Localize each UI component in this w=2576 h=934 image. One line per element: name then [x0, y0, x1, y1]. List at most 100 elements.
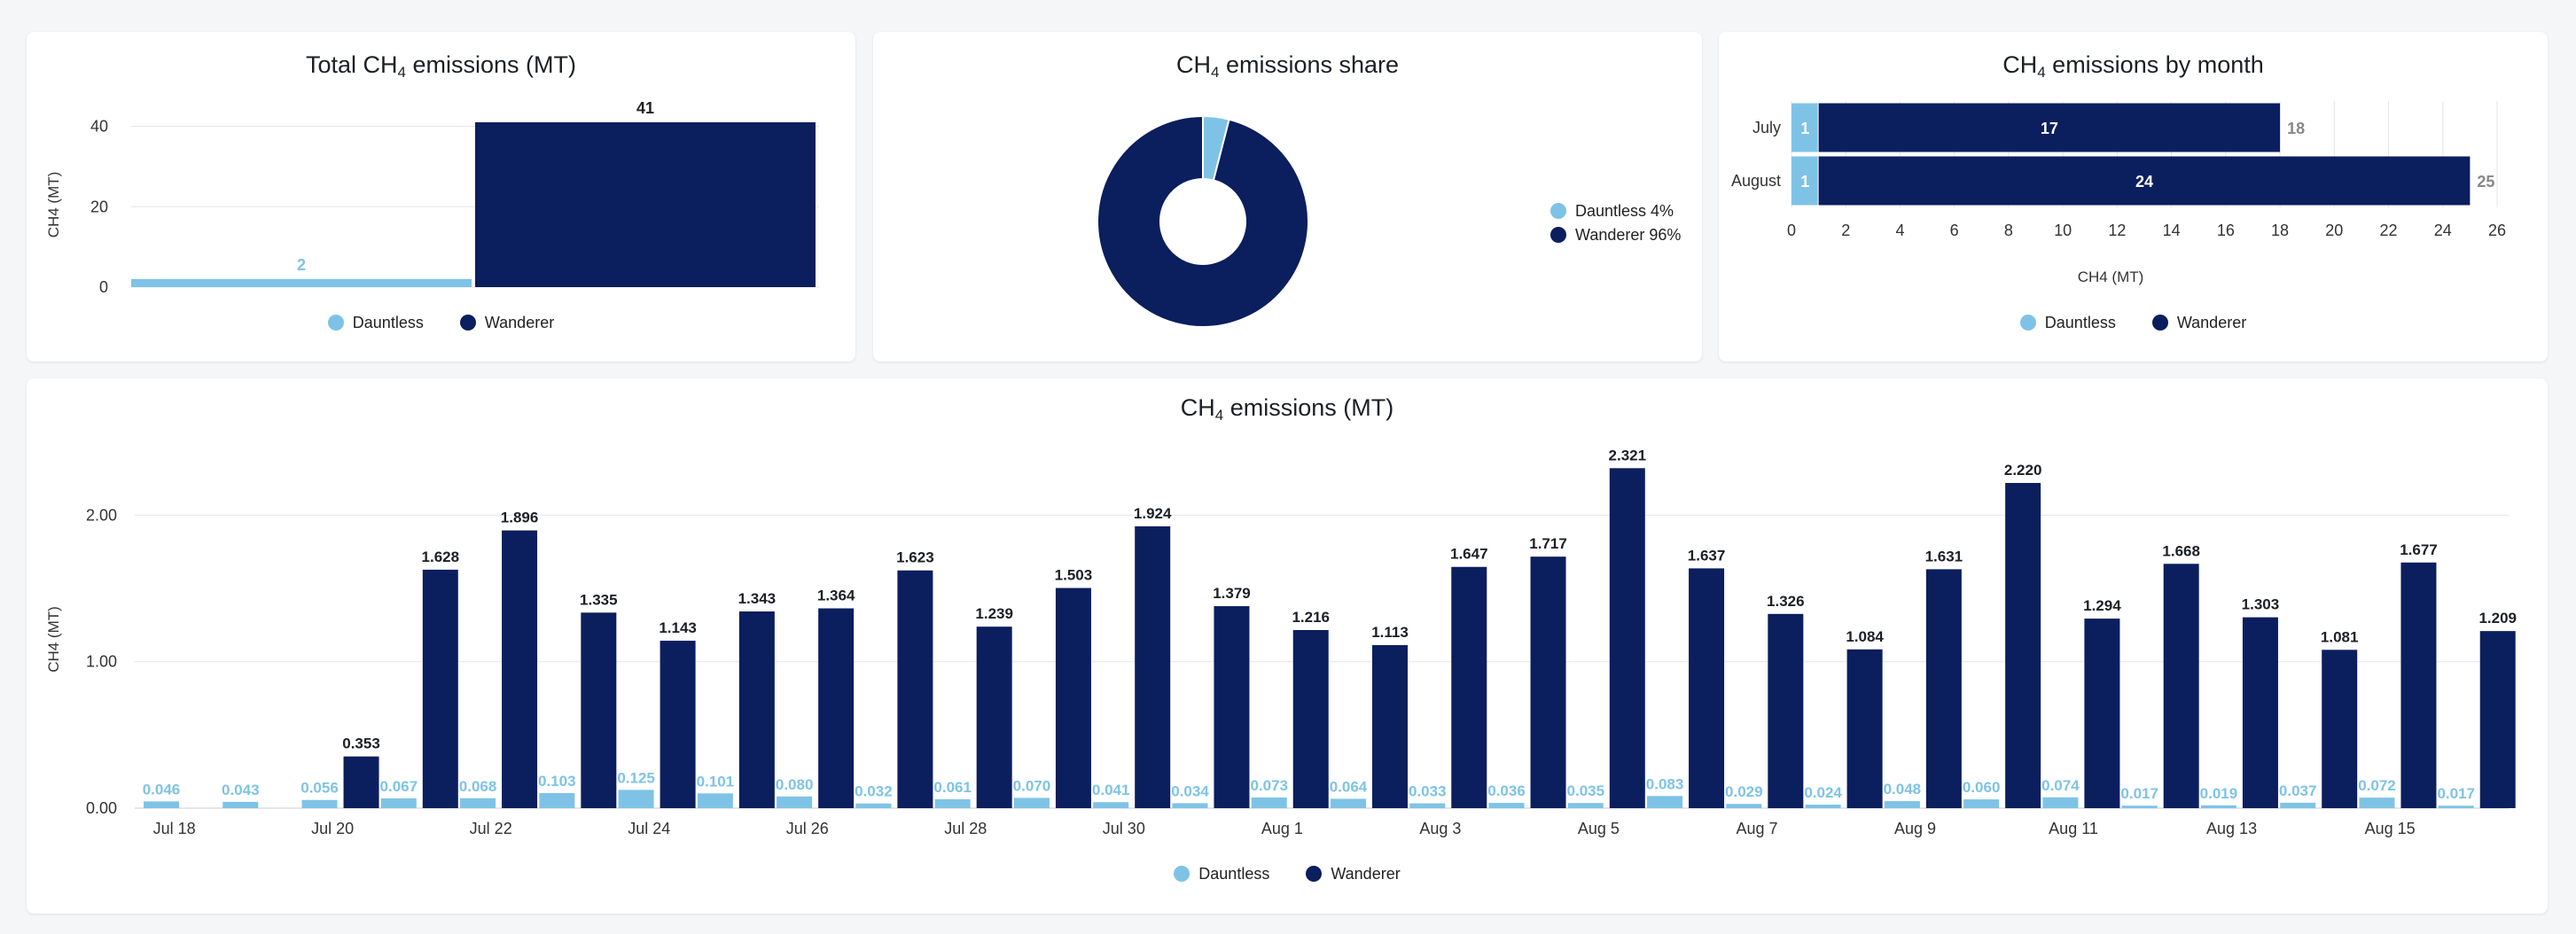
data-label-dauntless: 0.043 — [222, 782, 260, 798]
x-tick-label: Jul 20 — [311, 820, 354, 837]
total-emissions-legend: Dauntless Wanderer — [27, 314, 855, 332]
data-label-wanderer: 1.677 — [2400, 541, 2438, 558]
bar-dauntless — [1409, 803, 1446, 808]
data-label-wanderer: 1.084 — [1846, 628, 1884, 645]
data-label-dauntless: 0.080 — [776, 776, 814, 793]
bar-wanderer — [1609, 468, 1645, 808]
bar-wanderer — [2084, 619, 2120, 808]
category-label: July — [1752, 119, 1781, 136]
bar-dauntless — [1647, 796, 1683, 808]
data-label-dauntless: 0.035 — [1567, 782, 1605, 799]
data-label-wanderer: 1.647 — [1450, 546, 1488, 563]
bar-dauntless — [460, 798, 496, 808]
data-label-wanderer: 1.294 — [2083, 597, 2121, 614]
legend-item-wanderer[interactable]: Wanderer — [1306, 865, 1401, 883]
data-label-dauntless: 0.017 — [2120, 785, 2158, 802]
data-label-dauntless: 0.036 — [1487, 782, 1526, 799]
bar-wanderer — [1372, 645, 1408, 808]
y-tick-label: 0.00 — [86, 799, 117, 817]
data-label-wanderer: 1.668 — [2162, 542, 2200, 559]
data-label-dauntless: 0.041 — [1092, 782, 1130, 798]
bar-wanderer — [976, 627, 1012, 808]
x-tick-label: 26 — [2488, 222, 2506, 239]
data-label-wanderer: 1.343 — [738, 590, 777, 607]
data-label-wanderer: 2.321 — [1609, 447, 1647, 463]
data-label-wanderer: 1.717 — [1529, 535, 1567, 552]
bar-wanderer — [1214, 606, 1250, 808]
x-tick-label: 10 — [2054, 222, 2072, 239]
bar-wanderer — [1818, 103, 2281, 152]
slice-wanderer — [1097, 114, 1309, 328]
legend-item-wanderer[interactable]: Wanderer — [459, 314, 554, 332]
total-emissions-title: Total CH4 emissions (MT) — [305, 51, 576, 81]
legend-item-dauntless[interactable]: Dauntless — [2019, 314, 2116, 332]
bar-wanderer — [660, 641, 696, 808]
data-label-wanderer: 2.220 — [2004, 462, 2042, 479]
emissions-share-card: CH4 emissions share Dauntless 4% Wanderer… — [873, 32, 1702, 362]
data-label-wanderer: 1.924 — [1134, 505, 1172, 522]
legend-label-wanderer: Wanderer 96% — [1575, 226, 1681, 244]
bar-dauntless — [1963, 799, 2000, 808]
bar-wanderer — [2400, 562, 2437, 808]
data-label-dauntless: 0.103 — [538, 773, 576, 790]
data-label-wanderer: 1.326 — [1767, 593, 1805, 610]
data-label-wanderer: 0.353 — [342, 736, 380, 752]
x-tick-label: 20 — [2325, 222, 2343, 239]
data-label-wanderer: 1.379 — [1213, 585, 1251, 602]
bar-dauntless — [855, 803, 892, 808]
bar-wanderer — [818, 608, 855, 808]
bar-wanderer — [1768, 613, 1804, 808]
y-tick-label: 20 — [90, 198, 108, 215]
daily-emissions-card: CH4 emissions (MT) 0.00 1.00 2.00 CH4 (MT) 0… — [27, 378, 2548, 914]
bar-dauntless — [2280, 802, 2316, 808]
daily-emissions-title: CH4 emissions (MT) — [1180, 394, 1394, 424]
x-tick-label: Jul 28 — [944, 820, 987, 837]
total-label: 18 — [2287, 120, 2305, 137]
legend-item-wanderer[interactable]: Wanderer — [2151, 314, 2246, 332]
data-label-dauntless: 0.067 — [380, 778, 418, 795]
bar-wanderer — [1925, 569, 1962, 808]
bar-dauntless — [1488, 803, 1525, 808]
data-label-dauntless: 0.061 — [933, 779, 972, 796]
data-label-wanderer: 1.081 — [2321, 628, 2359, 645]
data-label-wanderer: 1.209 — [2478, 610, 2517, 627]
emissions-by-month-card: CH4 emissions by month 0 2 4 6 8 10 12 14 16 18 20… — [1719, 32, 2548, 362]
data-label-dauntless: 0.056 — [301, 780, 339, 797]
data-label-dauntless: 0.017 — [2437, 785, 2475, 802]
emissions-by-month-legend: Dauntless Wanderer — [1719, 314, 2548, 332]
x-tick-label: 4 — [1895, 222, 1904, 239]
data-label-wanderer: 1.335 — [580, 591, 618, 608]
x-axis-label: CH4 (MT) — [2078, 269, 2144, 285]
x-tick-label: 2 — [1841, 222, 1850, 239]
data-label-dauntless: 0.024 — [1804, 784, 1842, 801]
data-label-dauntless: 0.073 — [1250, 777, 1288, 794]
x-tick-label: Aug 1 — [1261, 820, 1303, 837]
data-label-wanderer: 1.303 — [2242, 596, 2280, 613]
bar-wanderer — [1292, 629, 1329, 808]
bar-dauntless — [2359, 798, 2395, 808]
dauntless-swatch — [2019, 315, 2036, 331]
x-tick-label: Jul 30 — [1103, 820, 1145, 837]
data-label-dauntless: 0.032 — [855, 783, 893, 800]
legend-item-dauntless[interactable]: Dauntless — [327, 314, 424, 332]
data-label-wanderer: 1.896 — [501, 510, 539, 526]
y-tick-label: 0 — [99, 278, 108, 296]
data-label-dauntless: 0.046 — [143, 781, 181, 798]
data-label-dauntless: 0.070 — [1013, 777, 1051, 794]
legend-item-dauntless[interactable]: Dauntless — [1174, 865, 1269, 883]
bar-wanderer — [1451, 566, 1487, 808]
bar-dauntless — [380, 798, 417, 808]
x-tick-label: 18 — [2271, 222, 2289, 239]
bar-dauntless — [131, 278, 472, 287]
x-tick-label: Aug 5 — [1578, 820, 1620, 837]
bar-dauntless — [144, 801, 179, 808]
data-label-dauntless: 0.037 — [2279, 782, 2317, 799]
x-tick-label: 22 — [2380, 222, 2398, 239]
data-label: 41 — [636, 99, 654, 117]
total-label: 25 — [2477, 173, 2494, 191]
y-tick-label: 40 — [90, 118, 108, 136]
bar-dauntless — [2042, 797, 2079, 808]
data-label-wanderer: 1.623 — [896, 549, 934, 566]
x-tick-label: 12 — [2108, 222, 2126, 239]
